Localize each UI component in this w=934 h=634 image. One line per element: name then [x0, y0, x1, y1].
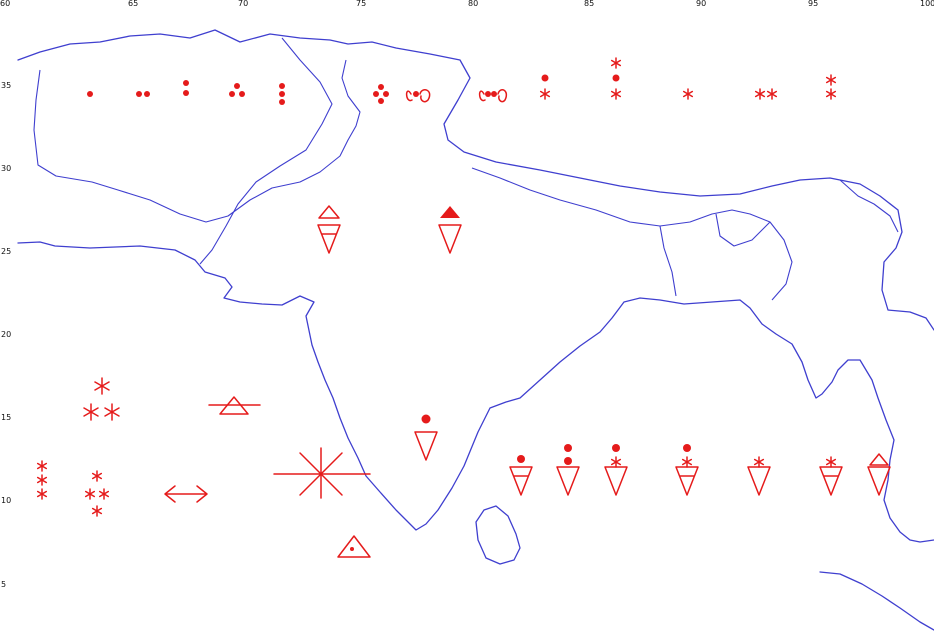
- solid-triangle-over-triangle-symbol: [438, 206, 462, 254]
- star-over-triangle-symbol: [747, 456, 771, 496]
- double-vertical-star-symbol: [825, 74, 837, 100]
- dot-star-over-triangle-symbol: [604, 444, 628, 496]
- double-thunderstorm-symbol: [478, 89, 508, 103]
- lon-tick-85: 85: [584, 0, 594, 8]
- triple-vertical-dot-symbol: [279, 83, 285, 105]
- weather-symbols: [36, 57, 891, 558]
- star-dot-star-symbol: [610, 57, 622, 100]
- western-border: [33, 59, 361, 223]
- himalaya-border: [471, 167, 793, 301]
- lon-tick-70: 70: [238, 0, 248, 8]
- lat-tick-35: 35: [1, 81, 11, 90]
- longitude-ticks: 60 65 70 75 80 85 90 95 100: [0, 0, 934, 8]
- lon-tick-75: 75: [356, 0, 366, 8]
- triple-dot-symbol: [229, 83, 245, 97]
- star-over-bar-triangle-symbol: [819, 456, 843, 496]
- latitude-ticks: 35 30 25 20 15 10 5: [1, 81, 11, 589]
- lat-tick-30: 30: [1, 164, 11, 173]
- lat-tick-20: 20: [1, 330, 11, 339]
- eastern-border: [659, 179, 899, 297]
- triangle-over-bar-triangle-symbol: [317, 205, 341, 254]
- lon-tick-80: 80: [468, 0, 478, 8]
- southeast-coastline: [819, 571, 934, 631]
- lon-tick-100: 100: [920, 0, 934, 8]
- four-dot-symbol: [373, 84, 389, 104]
- double-star-symbol: [754, 88, 778, 100]
- dot-over-triangle-symbol: [414, 414, 438, 461]
- dot-over-bar-triangle-symbol: [509, 455, 533, 496]
- mainland-coastline: [17, 241, 934, 543]
- bar-triangle-symbol: [208, 396, 261, 415]
- thunderstorm-symbol: [405, 89, 431, 103]
- double-arrow-symbol: [164, 485, 208, 503]
- northern-boundary: [17, 29, 934, 331]
- star-symbol: [682, 88, 694, 100]
- lon-tick-65: 65: [128, 0, 138, 8]
- sri-lanka-coastline: [475, 505, 521, 565]
- large-star-symbol: [273, 447, 371, 499]
- lon-tick-60: 60: [0, 0, 10, 8]
- lon-tick-95: 95: [808, 0, 818, 8]
- dot-symbol: [87, 91, 93, 97]
- dot-over-star-symbol: [539, 74, 551, 100]
- double-dot-over-triangle-symbol: [556, 444, 580, 496]
- lat-tick-5: 5: [1, 580, 6, 589]
- central-border: [199, 37, 333, 265]
- vertical-dots-symbol: [183, 80, 189, 96]
- double-dot-symbol: [136, 91, 150, 97]
- dot-in-triangle-symbol: [337, 535, 371, 558]
- dot-star-over-bar-triangle-symbol: [675, 444, 699, 496]
- snow-cluster-symbol: [83, 377, 120, 421]
- lat-tick-25: 25: [1, 247, 11, 256]
- triple-star-column-symbol: [36, 460, 48, 500]
- lat-tick-10: 10: [1, 496, 11, 505]
- lon-tick-90: 90: [696, 0, 706, 8]
- star-pyramid-symbol: [84, 470, 110, 517]
- lat-tick-15: 15: [1, 413, 11, 422]
- coastlines: [17, 29, 934, 631]
- triangle-pair-symbol: [867, 453, 891, 496]
